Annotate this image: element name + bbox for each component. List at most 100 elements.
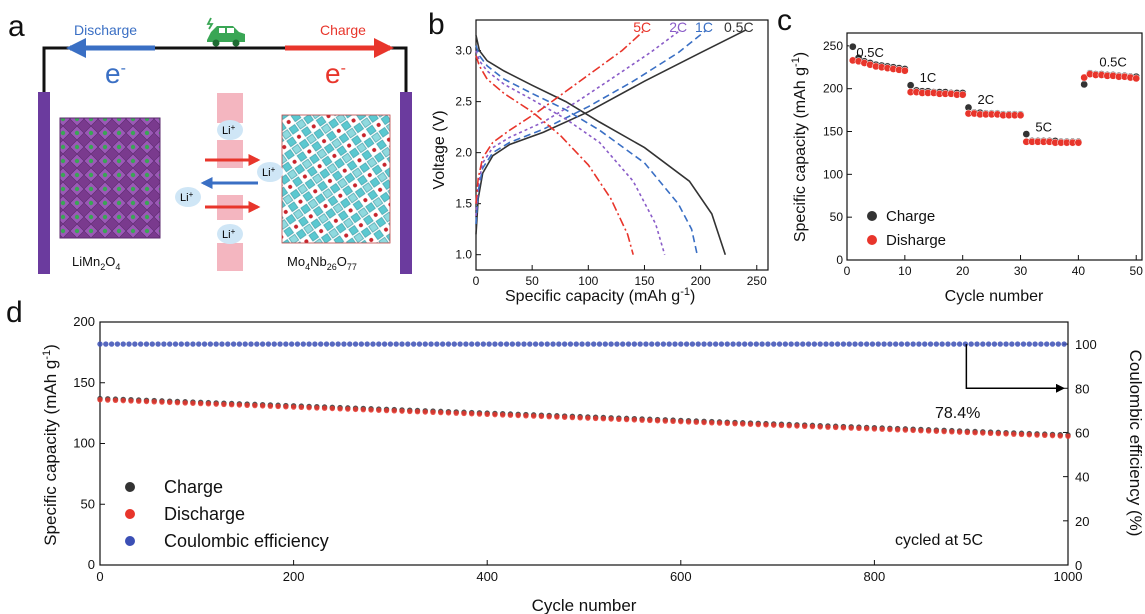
svg-text:Li+: Li+ [222,227,236,241]
point-c-disharge-29 [1016,111,1025,120]
point-d-ce-144 [236,341,243,347]
point-d-discharge-104 [197,400,204,407]
right-electrode-bar [400,92,412,274]
point-d-discharge-464 [546,413,552,420]
point-d-ce-696 [771,341,777,347]
svg-text:Li+: Li+ [180,190,194,204]
point-d-ce-180 [271,341,277,347]
point-d-ce-186 [277,341,283,347]
point-d-ce-648 [724,341,730,347]
point-d-ce-270 [358,341,365,347]
limn2o4-crystal [59,117,161,239]
point-d-discharge-64 [159,399,165,405]
series-1C-discharge [475,45,698,255]
point-d-ce-594 [672,341,678,347]
point-d-ce-732 [805,341,812,347]
panel-c: c 0 10 20 30 40 50 0 50 100 150 200 250 Cycle number… [777,4,1143,305]
point-d-ce-852 [922,341,928,347]
x-tick-label-b-1: 50 [525,274,539,288]
point-d-ce-240 [329,341,336,347]
point-d-ce-18 [114,341,121,347]
point-d-ce-654 [730,341,736,347]
point-d-discharge-456 [538,413,545,420]
point-d-ce-612 [689,341,696,347]
point-d-ce-126 [219,341,225,347]
point-d-ce-546 [625,341,632,347]
right-material-label: Mo4Nb26O77 [287,254,357,272]
point-d-ce-756 [829,341,835,347]
point-d-discharge-992 [1057,433,1063,439]
point-d-discharge-864 [933,428,940,434]
point-d-ce-834 [904,341,911,347]
point-d-ce-972 [1038,341,1044,347]
point-d-discharge-968 [1034,432,1040,438]
point-d-ce-822 [892,341,899,347]
point-d-discharge-160 [252,402,258,409]
point-d-ce-810 [881,341,887,347]
point-d-discharge-112 [205,401,212,407]
point-d-ce-708 [782,341,789,347]
point-d-ce-312 [399,341,405,347]
point-d-ce-816 [887,341,893,347]
y2-tick-label-d-2: 40 [1075,470,1089,485]
point-d-discharge-888 [956,429,963,435]
point-d-ce-174 [265,341,272,347]
point-c-charge-0 [848,42,857,51]
point-d-discharge-976 [1042,432,1048,439]
point-d-ce-258 [347,341,353,347]
point-d-ce-792 [863,341,870,347]
y-tick-label-b-0: 1.0 [455,248,472,262]
svg-text:Li+: Li+ [222,123,236,137]
point-c-disharge-49 [1132,74,1141,83]
point-d-discharge-32 [128,398,134,404]
legend-label-d-0: Charge [164,477,223,497]
point-d-ce-66 [161,341,167,347]
series-0_5C-charge [475,29,746,235]
point-d-discharge-376 [461,410,467,417]
point-d-ce-876 [945,341,951,347]
point-d-ce-48 [143,341,150,347]
point-d-ce-210 [300,341,306,347]
y-tick-label-d-1: 50 [81,496,95,511]
point-c-disharge-39 [1074,138,1083,147]
x-tick-label-c-1: 10 [898,264,912,278]
point-d-ce-552 [631,341,638,347]
point-d-discharge-272 [360,406,366,413]
point-d-ce-480 [561,341,568,347]
panel-letter-a: a [8,10,25,43]
point-d-ce-894 [962,341,969,347]
point-d-ce-168 [259,341,266,347]
point-d-discharge-896 [964,429,971,436]
point-d-ce-996 [1061,341,1067,347]
point-d-discharge-72 [166,399,173,406]
x-tick-label-c-4: 40 [1072,264,1086,278]
point-d-ce-588 [666,341,672,347]
point-d-discharge-0 [97,397,103,403]
point-d-discharge-680 [755,421,761,428]
point-d-ce-510 [590,341,597,347]
point-d-ce-96 [190,341,196,347]
point-d-ce-426 [509,341,516,347]
y-tick-label-b-2: 2.0 [455,146,472,160]
point-d-discharge-224 [314,405,320,411]
point-d-ce-108 [201,341,208,347]
point-d-discharge-696 [771,422,777,428]
point-d-ce-360 [445,341,452,347]
point-d-ce-204 [294,341,301,347]
point-d-ce-84 [178,341,185,347]
x-tick-label-d-4: 800 [864,569,886,584]
point-d-discharge-96 [190,400,196,406]
point-d-discharge-16 [112,397,119,404]
cycling-note: cycled at 5C [895,532,983,549]
plot-frame-b [475,19,769,271]
point-d-discharge-744 [817,424,823,430]
svg-text:Li+: Li+ [262,165,276,179]
point-d-discharge-472 [554,414,560,420]
point-d-ce-72 [166,341,173,347]
point-d-discharge-616 [693,419,699,425]
point-d-ce-702 [776,341,783,347]
x-tick-label-b-4: 200 [691,274,711,288]
point-d-ce-150 [242,341,248,347]
panel-letter-c: c [777,4,792,37]
point-d-ce-456 [538,341,545,347]
